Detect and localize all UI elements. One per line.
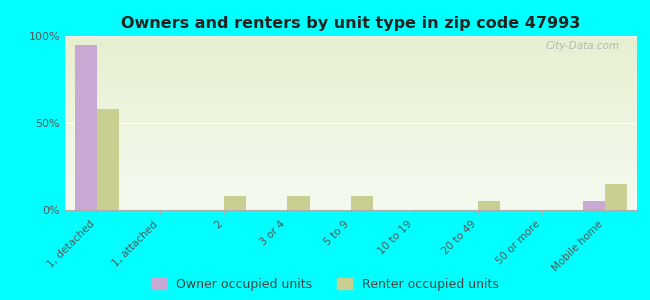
Bar: [351, 196, 373, 210]
Title: Owners and renters by unit type in zip code 47993: Owners and renters by unit type in zip c…: [122, 16, 580, 31]
Bar: [97, 109, 119, 210]
Bar: [478, 201, 500, 210]
Text: City-Data.com: City-Data.com: [546, 41, 620, 51]
Bar: [583, 201, 605, 210]
Bar: [605, 184, 627, 210]
Bar: [287, 196, 309, 210]
Bar: [224, 196, 246, 210]
Legend: Owner occupied units, Renter occupied units: Owner occupied units, Renter occupied un…: [151, 278, 499, 291]
Bar: [75, 45, 97, 210]
